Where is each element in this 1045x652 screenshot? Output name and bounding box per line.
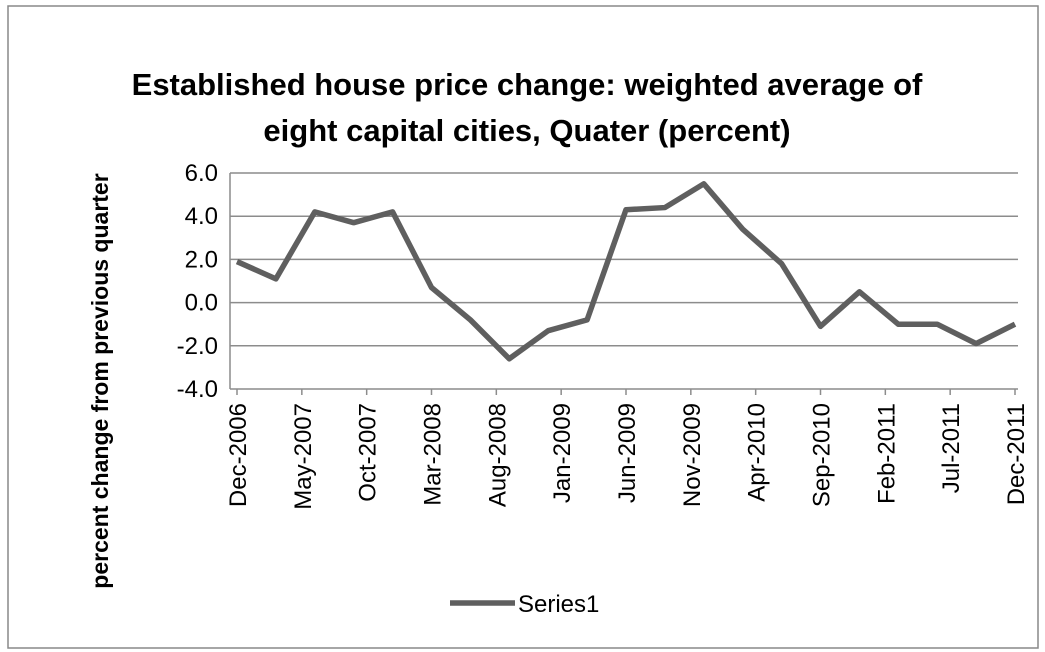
y-tick-label: 2.0: [185, 246, 218, 273]
x-tick-label: Apr-2010: [744, 403, 771, 502]
y-tick-label: 4.0: [185, 203, 218, 230]
x-tick-label: Sep-2010: [809, 403, 836, 507]
x-tick-label: Jun-2009: [614, 403, 641, 503]
x-tick-label: Feb-2011: [873, 403, 900, 504]
legend-label: Series1: [518, 591, 599, 618]
y-axis-label: percent change from previous quarter: [87, 173, 113, 589]
x-tick-label: Aug-2008: [484, 403, 511, 507]
y-tick-label: 0.0: [185, 290, 218, 317]
x-tick-label: May-2007: [290, 403, 317, 510]
y-tick-label: -4.0: [177, 376, 218, 403]
x-tick-label: Nov-2009: [679, 403, 706, 507]
x-tick-label: Jul-2011: [938, 403, 965, 493]
x-tick-label: Dec-2011: [1003, 403, 1030, 505]
chart-border: [7, 5, 1039, 649]
x-tick-label: Mar-2008: [420, 403, 447, 506]
x-tick-label: Dec-2006: [225, 403, 252, 507]
chart-title: Established house price change: weighted…: [131, 67, 923, 148]
x-tick-label: Oct-2007: [355, 403, 382, 502]
y-tick-label: 6.0: [185, 160, 218, 187]
x-tick-label: Jan-2009: [549, 403, 576, 503]
y-tick-label: -2.0: [177, 333, 218, 360]
data-line: [235, 181, 1017, 362]
